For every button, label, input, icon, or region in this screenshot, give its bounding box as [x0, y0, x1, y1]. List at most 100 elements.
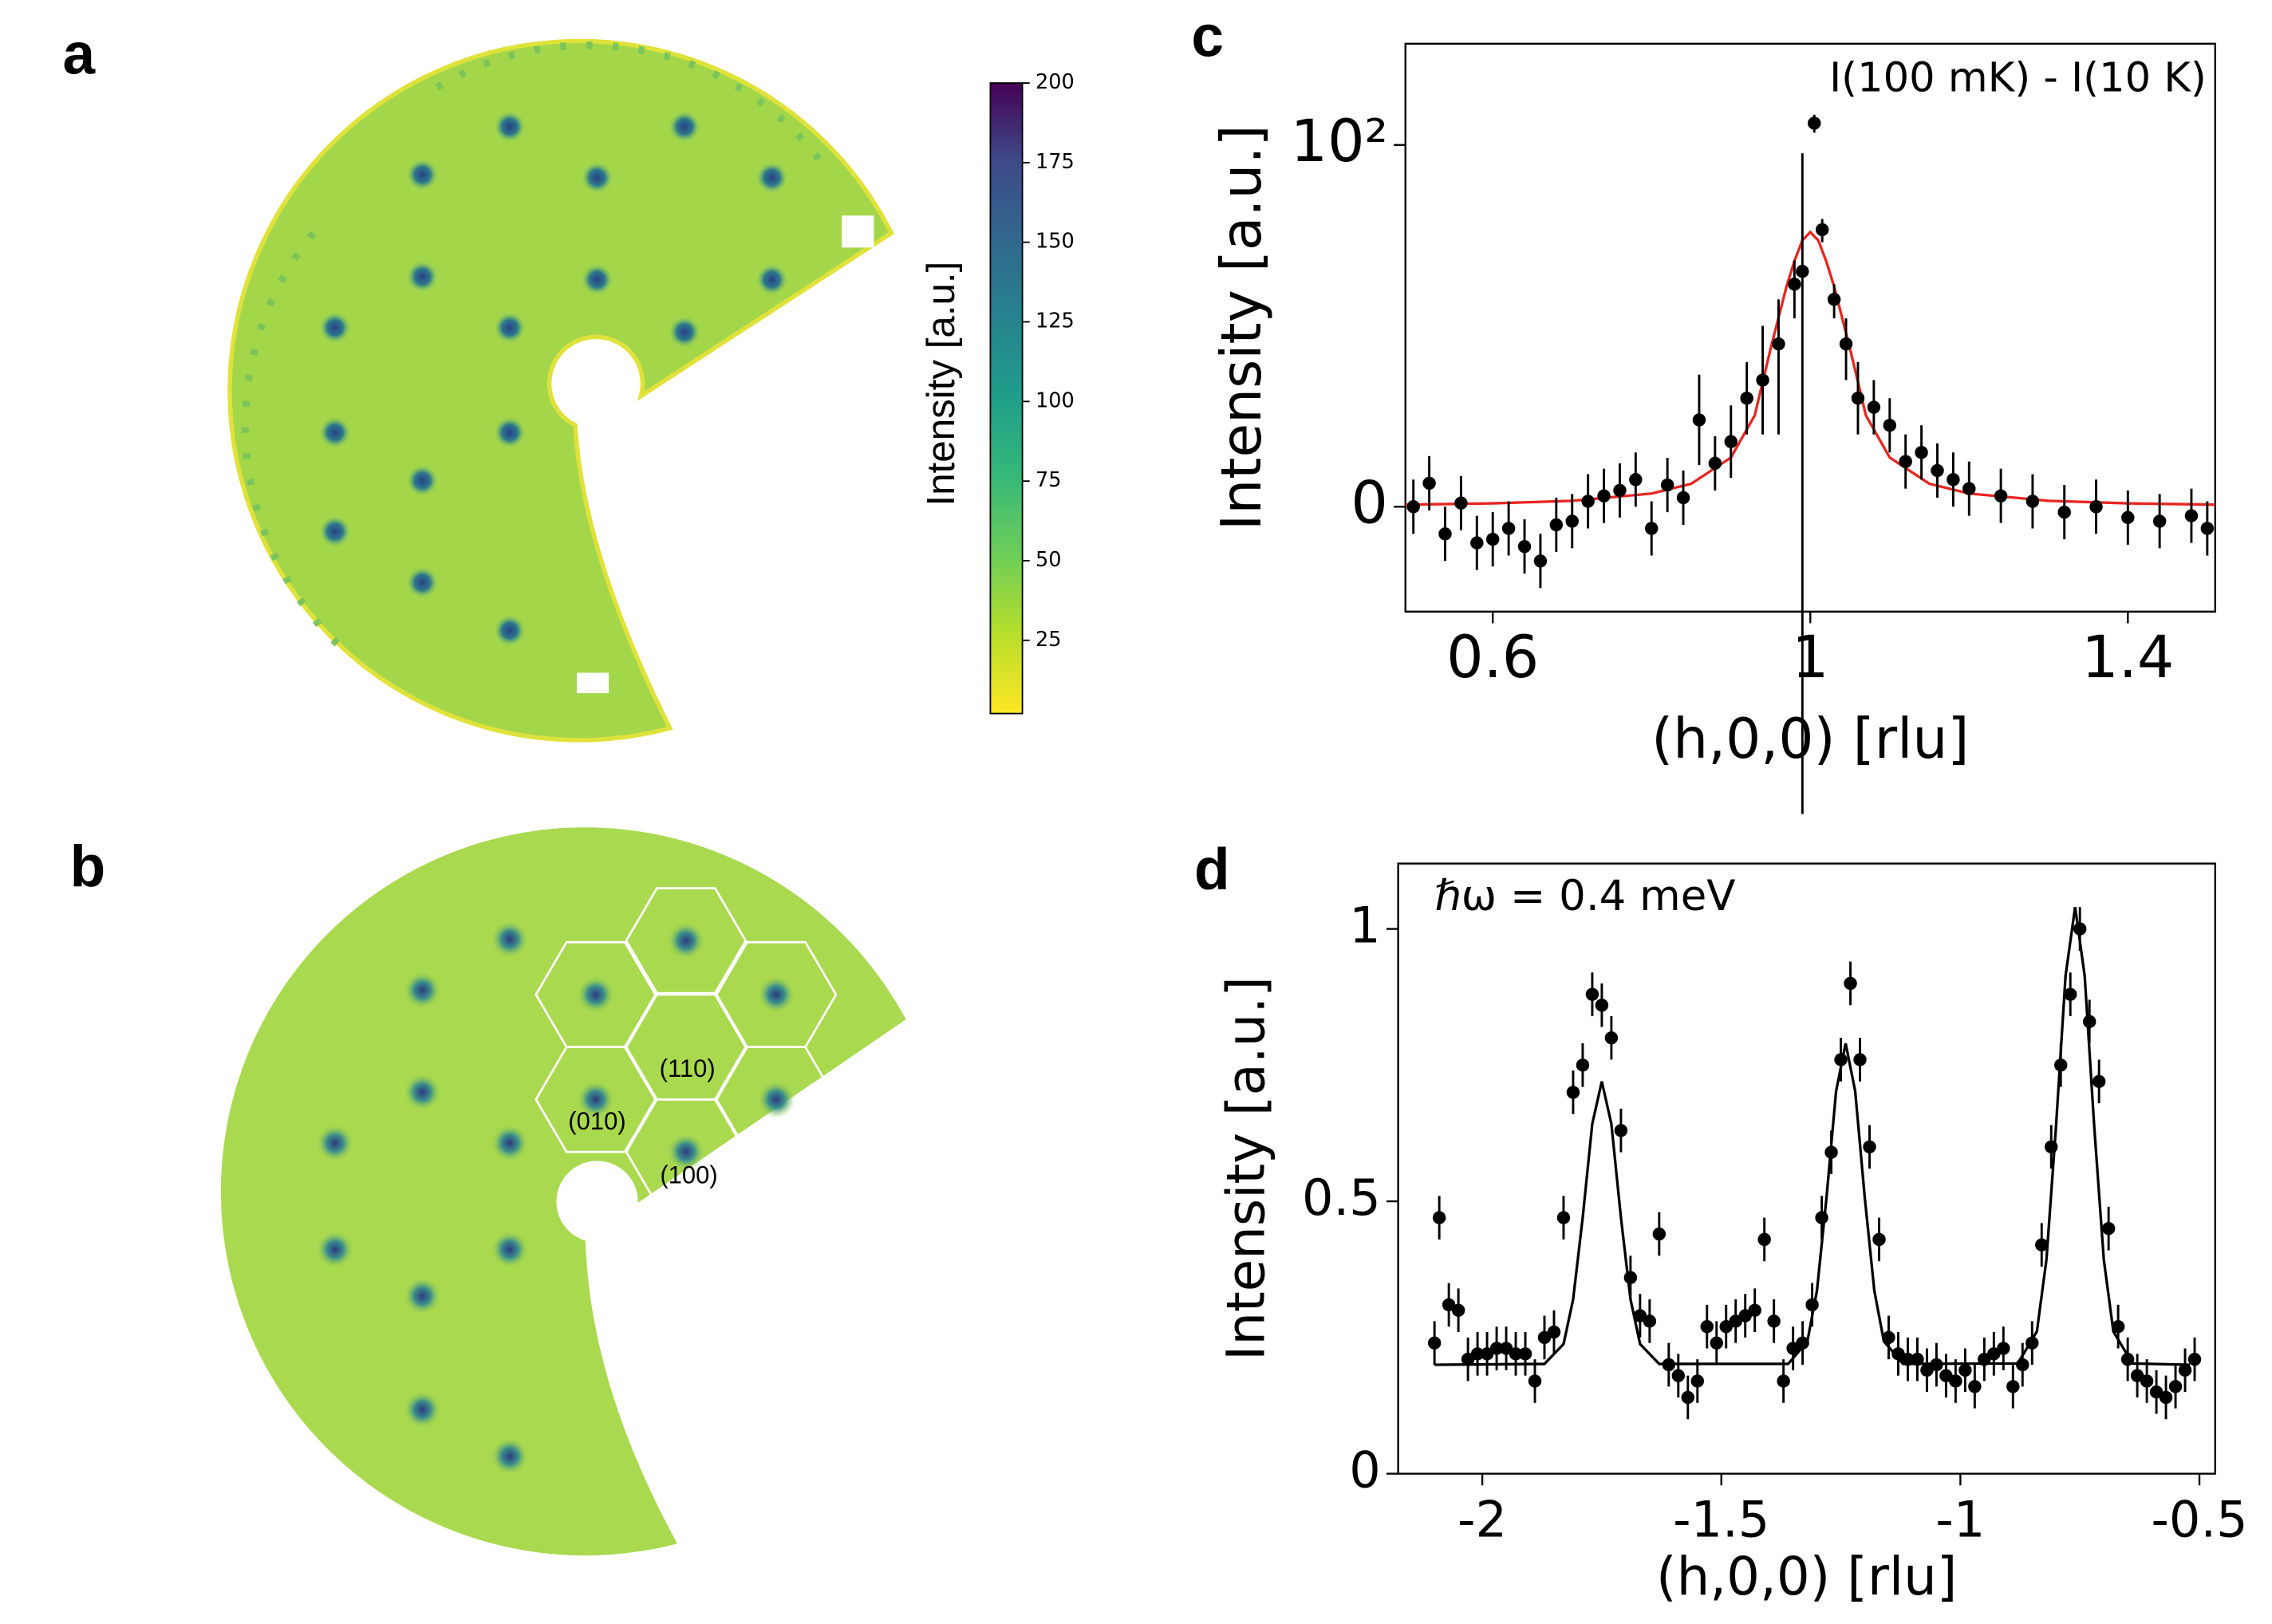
y-axis-label: Intensity [a.u.] [1210, 124, 1274, 530]
data-point [1863, 1140, 1876, 1153]
data-point [1489, 1342, 1504, 1355]
data-point [1786, 1342, 1800, 1355]
x-tick-label: 1.4 [2081, 624, 2174, 692]
data-point [2187, 1352, 2202, 1366]
data-point [1962, 482, 1976, 495]
colorbar-tick-label: 25 [1035, 628, 1062, 652]
data-point [1485, 532, 1500, 546]
data-point [1454, 496, 1468, 510]
data-point [1613, 483, 1627, 498]
data-point [1547, 1325, 1561, 1339]
data-point [1700, 1319, 1714, 1334]
hex-label: (010) [568, 1107, 625, 1135]
data-point [1585, 987, 1599, 1001]
data-point [2092, 1074, 2106, 1089]
data-point [1406, 500, 1420, 514]
data-point [1939, 1369, 1953, 1382]
data-point [2149, 1385, 2164, 1399]
data-point [1931, 463, 1944, 478]
data-point [2073, 922, 2087, 936]
data-point [1690, 1374, 1704, 1388]
hex-label: (110) [660, 1054, 716, 1082]
data-point [1815, 223, 1829, 237]
data-point [2006, 1380, 2020, 1393]
data-point [1899, 455, 1912, 468]
data-point [2064, 987, 2077, 1001]
data-point [1883, 419, 1897, 432]
data-point [2025, 495, 2040, 508]
data-point [1788, 278, 1801, 291]
data-point [1808, 116, 1821, 130]
data-point [2089, 500, 2103, 514]
colorbar-tick-label: 125 [1035, 309, 1075, 333]
data-point [1422, 476, 1436, 491]
data-point [1796, 265, 1809, 278]
data-point [1604, 1031, 1619, 1045]
data-point [1660, 478, 1674, 492]
data-point [1748, 1303, 1761, 1317]
data-point [1853, 1053, 1867, 1066]
data-point [1997, 1342, 2010, 1355]
data-point [1692, 413, 1706, 427]
data-point [1671, 1369, 1686, 1382]
hex-label: (100) [660, 1161, 717, 1188]
colorbar-tick-label: 200 [1035, 70, 1075, 94]
map-a [227, 38, 894, 743]
panel-label: b [70, 834, 106, 899]
plot-frame [1404, 42, 2216, 613]
colorbar-tick-label: 75 [1035, 468, 1062, 492]
map-b [220, 827, 906, 1556]
data-point [1576, 1058, 1590, 1072]
annotation: I(100 mK) - I(10 K) [1829, 54, 2207, 101]
data-point [1987, 1347, 2001, 1361]
data-point [1708, 456, 1722, 471]
data-point [1994, 489, 2008, 503]
data-point [1470, 536, 1484, 550]
data-point [1633, 1309, 1647, 1322]
data-point [1509, 1347, 1523, 1361]
data-point [1777, 1374, 1790, 1388]
data-point [2178, 1363, 2192, 1378]
colorbar-tick-label: 150 [1035, 230, 1075, 254]
data-point [1528, 1374, 1542, 1388]
data-point [1517, 539, 1532, 554]
x-axis-label: (h,0,0) [rlu] [1651, 708, 1969, 771]
data-point [1901, 1352, 1915, 1366]
data-point [1891, 1347, 1905, 1361]
colorbar-tick-label: 175 [1035, 150, 1075, 174]
data-point [1834, 1053, 1848, 1066]
data-point [1427, 1336, 1442, 1350]
panel-label: a [63, 22, 97, 86]
colorbar-tick-label: 50 [1035, 548, 1062, 572]
data-point [1501, 522, 1516, 535]
data-point [1805, 1298, 1819, 1312]
data-point [1499, 1342, 1513, 1355]
data-point [1595, 998, 1609, 1012]
data-point [1581, 495, 1595, 508]
data-point [1565, 514, 1579, 528]
data-point [2184, 509, 2199, 522]
y-tick-label: 0 [1351, 469, 1387, 537]
data-point [1566, 1086, 1580, 1099]
data-point [1432, 1211, 1446, 1224]
data-point [1772, 337, 1785, 351]
data-point [1480, 1347, 1494, 1361]
data-point [1911, 1352, 1924, 1366]
data-point [2111, 1319, 2125, 1334]
data-point [2057, 505, 2071, 519]
data-point [1740, 392, 1753, 405]
data-point [1537, 1330, 1552, 1345]
plot-frame [1397, 862, 2216, 1475]
data-point [2054, 1058, 2068, 1072]
data-point [2120, 1352, 2135, 1366]
data-point [1719, 1319, 1733, 1334]
data-point [1461, 1352, 1475, 1366]
data-point [2045, 1140, 2058, 1153]
colorbar-label: Intensity [a.u.] [919, 262, 963, 507]
data-point [1872, 1232, 1886, 1247]
data-point [1662, 1358, 1676, 1372]
data-point [1947, 473, 1960, 487]
data-point [1844, 976, 1857, 991]
